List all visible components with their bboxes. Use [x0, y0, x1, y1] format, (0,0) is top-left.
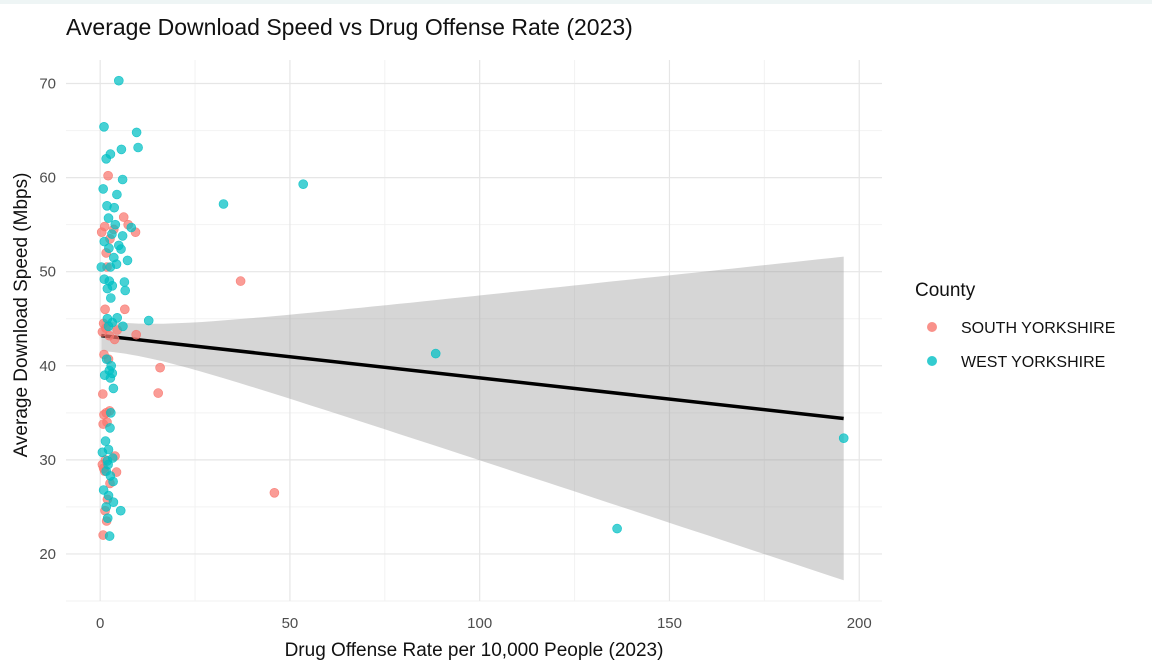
point-south-yorkshire	[103, 170, 113, 181]
point-west-yorkshire	[99, 122, 109, 132]
point-west-yorkshire	[109, 202, 119, 213]
point-west-yorkshire	[105, 262, 116, 272]
point-west-yorkshire	[108, 383, 119, 394]
point-west-yorkshire	[101, 354, 112, 365]
y-tick-label: 20	[39, 546, 56, 563]
x-tick-label: 50	[282, 615, 299, 632]
point-west-yorkshire	[101, 154, 111, 164]
legend: County SOUTH YORKSHIRE WEST YORKSHIRE	[915, 280, 1115, 371]
point-west-yorkshire	[105, 373, 116, 383]
point-west-yorkshire	[105, 423, 115, 433]
point-south-yorkshire	[109, 334, 120, 345]
point-west-yorkshire	[107, 229, 117, 239]
x-axis-ticks: 0 50 100 150 200	[96, 615, 872, 632]
chart-title: Average Download Speed vs Drug Offense R…	[66, 14, 633, 40]
x-axis-title: Drug Offense Rate per 10,000 People (202…	[285, 640, 664, 661]
legend-item-west-yorkshire: WEST YORKSHIRE	[927, 354, 1105, 371]
point-west-yorkshire	[133, 142, 143, 153]
legend-swatch-south-yorkshire	[927, 322, 937, 332]
point-west-yorkshire	[143, 315, 154, 326]
point-west-yorkshire	[108, 497, 119, 508]
point-west-yorkshire	[612, 523, 622, 534]
point-west-yorkshire	[107, 453, 118, 463]
point-west-yorkshire	[98, 184, 108, 194]
legend-label-south-yorkshire: SOUTH YORKSHIRE	[961, 320, 1115, 337]
point-west-yorkshire	[218, 199, 229, 209]
point-south-yorkshire	[99, 221, 110, 232]
point-west-yorkshire	[116, 144, 127, 155]
point-west-yorkshire	[110, 219, 121, 230]
point-west-yorkshire	[122, 255, 133, 266]
trend-line	[101, 333, 844, 421]
point-west-yorkshire	[112, 189, 122, 200]
point-west-yorkshire	[119, 277, 130, 287]
point-west-yorkshire	[103, 213, 114, 223]
y-axis-title: Average Download Speed (Mbps)	[11, 173, 32, 458]
point-west-yorkshire	[104, 243, 114, 253]
point-west-yorkshire	[117, 231, 128, 241]
points-layer	[96, 75, 849, 541]
point-south-yorkshire	[155, 362, 165, 373]
x-tick-label: 0	[96, 615, 104, 632]
point-west-yorkshire	[838, 433, 849, 444]
point-south-yorkshire	[153, 388, 163, 398]
y-tick-label: 40	[39, 358, 56, 375]
y-tick-label: 60	[39, 170, 56, 187]
point-west-yorkshire	[108, 476, 118, 487]
point-west-yorkshire	[106, 293, 116, 303]
point-west-yorkshire	[103, 490, 114, 501]
legend-label-west-yorkshire: WEST YORKSHIRE	[961, 354, 1105, 371]
x-tick-label: 100	[467, 615, 492, 632]
point-south-yorkshire	[235, 276, 246, 286]
point-south-yorkshire	[131, 329, 141, 340]
confidence-band	[101, 256, 844, 581]
point-south-yorkshire	[269, 487, 280, 498]
point-south-yorkshire	[120, 304, 130, 315]
confidence-band-layer	[101, 256, 844, 581]
point-west-yorkshire	[106, 407, 116, 418]
point-west-yorkshire	[116, 244, 126, 254]
trend-line-layer	[101, 333, 844, 421]
y-tick-label: 70	[39, 76, 56, 93]
point-west-yorkshire	[118, 321, 128, 332]
point-west-yorkshire	[103, 321, 114, 332]
point-west-yorkshire	[96, 262, 107, 272]
point-west-yorkshire	[99, 236, 110, 247]
y-tick-label: 30	[39, 452, 56, 469]
legend-title: County	[915, 280, 976, 301]
point-west-yorkshire	[97, 447, 108, 458]
x-tick-label: 200	[847, 615, 872, 632]
point-west-yorkshire	[430, 348, 441, 359]
point-west-yorkshire	[117, 174, 128, 185]
point-west-yorkshire	[102, 513, 113, 524]
point-south-yorkshire	[100, 304, 110, 315]
point-south-yorkshire	[118, 212, 129, 222]
window-top-strip	[0, 0, 1152, 4]
y-tick-label: 50	[39, 264, 56, 281]
point-west-yorkshire	[115, 505, 126, 516]
x-tick-label: 150	[657, 615, 682, 632]
point-west-yorkshire	[120, 285, 130, 296]
point-west-yorkshire	[131, 127, 142, 138]
point-west-yorkshire	[298, 179, 309, 189]
legend-swatch-west-yorkshire	[927, 356, 937, 366]
point-west-yorkshire	[126, 222, 137, 233]
y-axis-ticks: 20 30 40 50 60 70	[39, 76, 56, 563]
point-west-yorkshire	[100, 436, 111, 446]
point-west-yorkshire	[101, 502, 111, 512]
legend-item-south-yorkshire: SOUTH YORKSHIRE	[927, 320, 1115, 337]
point-west-yorkshire	[114, 75, 124, 86]
point-west-yorkshire	[104, 531, 115, 541]
grid-major	[66, 60, 882, 601]
point-west-yorkshire	[102, 283, 113, 294]
grid-minor	[66, 60, 882, 602]
point-south-yorkshire	[98, 389, 108, 399]
